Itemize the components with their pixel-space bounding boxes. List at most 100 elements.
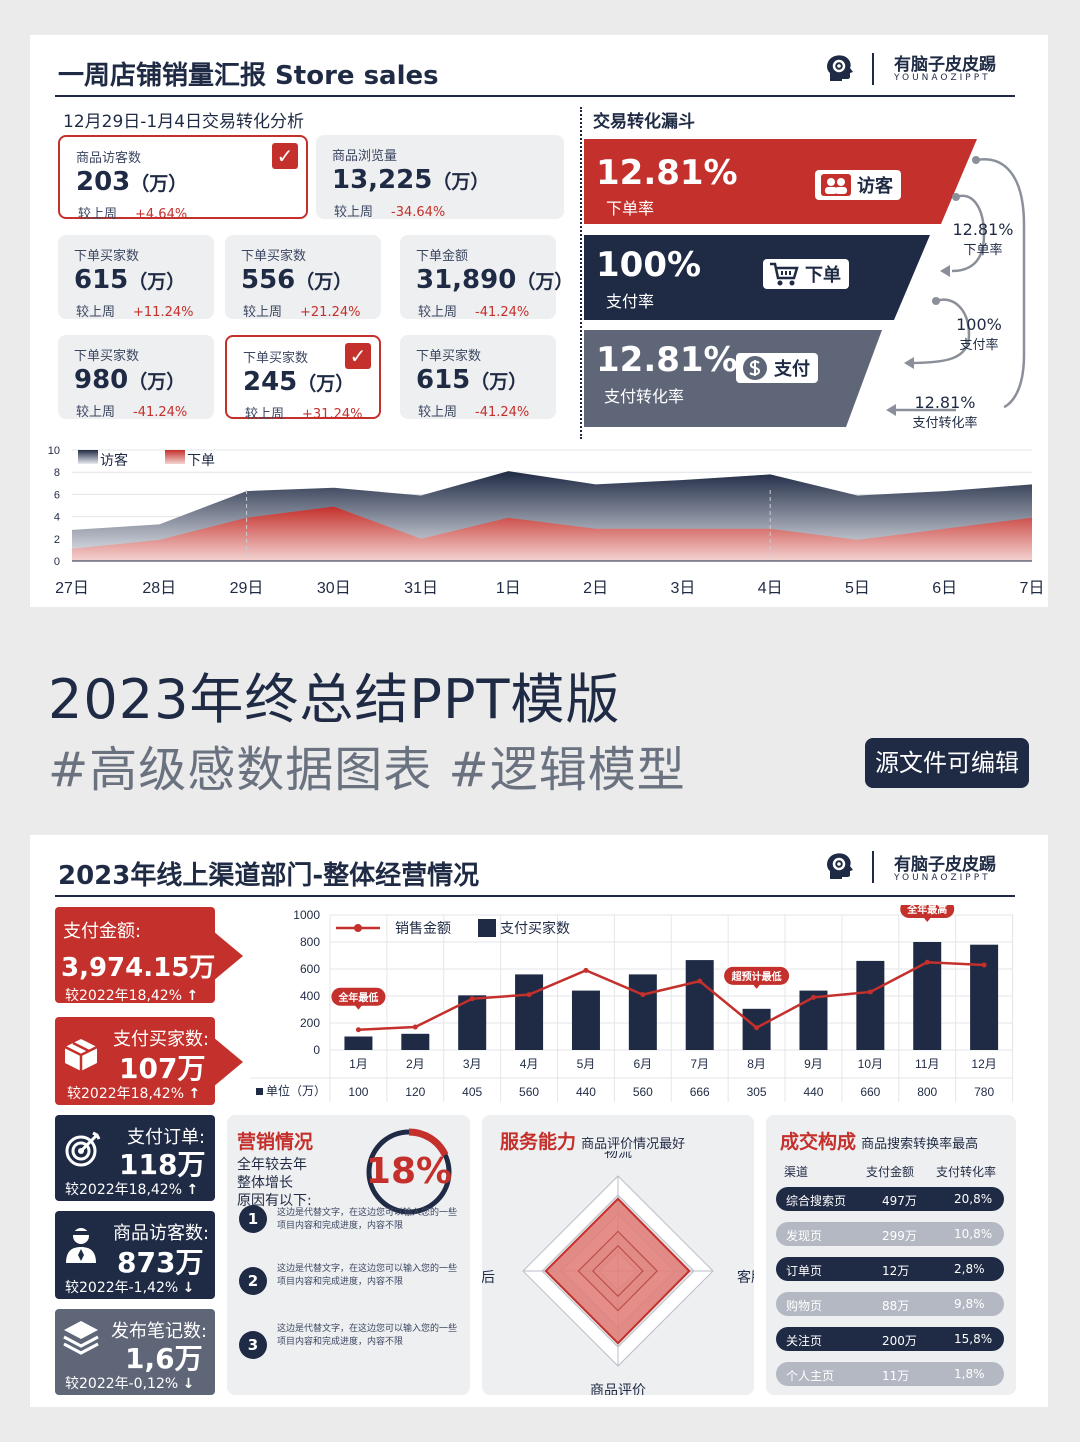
metric-compare: 较上周 -41.24% <box>76 401 187 420</box>
metric-change: -41.24% <box>475 405 530 420</box>
bar <box>401 1033 430 1050</box>
marketing-title: 营销情况 <box>237 1131 314 1153</box>
funnel-pct-1: 12.81% <box>596 153 738 193</box>
kpi-value: 107万 <box>119 1052 206 1085</box>
kpi-pointer <box>213 931 243 981</box>
metric-change: -34.64% <box>391 205 446 220</box>
kpi-label: 商品访客数: <box>113 1223 210 1244</box>
metric-number: 31,890 <box>416 265 517 295</box>
kpi-compare-text: 较2022年18,42% <box>67 1086 185 1102</box>
annotation-bg <box>900 905 955 918</box>
metric-compare: 较上周 -41.24% <box>418 401 529 420</box>
down-arrow-icon: ↓ <box>182 1376 195 1392</box>
y-tick-label: 0 <box>54 556 60 568</box>
metric-value: 31,890（万） <box>416 265 573 295</box>
metric-number: 615 <box>416 365 471 395</box>
kpi-label: 发布笔记数: <box>111 1321 208 1342</box>
y-tick-label: 2 <box>54 534 60 546</box>
check-icon[interactable]: ✓ <box>345 343 371 369</box>
metric-value: 615（万） <box>74 265 185 295</box>
metric-card: 下单买家数 245（万） 较上周 +31.24% ✓ <box>225 335 381 422</box>
brand-divider <box>872 851 874 883</box>
kpi-value: 873万 <box>117 1246 204 1279</box>
legend-swatch <box>78 450 98 464</box>
brand-divider <box>872 53 874 85</box>
legend-label: 支付买家数 <box>500 920 570 936</box>
line-point <box>697 978 703 984</box>
funnel-arrow-2 <box>904 357 914 369</box>
bar <box>856 960 885 1050</box>
area-series-orders <box>72 506 1032 561</box>
deals-row: 关注页 200万 15,8% <box>776 1327 1004 1351</box>
line-point <box>412 1024 418 1030</box>
reason-text-3: 这边是代替文字，在这边您可以输入您的一些项目内容和完成进度，内容不限 <box>277 1324 458 1347</box>
kpi-value: 1,6万 <box>125 1342 203 1375</box>
x-tick-label: 3月 <box>463 1057 482 1071</box>
metric-compare: 较上周 -41.24% <box>418 301 529 320</box>
x-tick-label: 7日 <box>1020 580 1045 597</box>
line-point <box>810 994 816 1000</box>
side-lab-3: 支付转化率 <box>912 416 978 431</box>
funnel-arrow-1 <box>940 265 950 277</box>
deals-channel: 购物页 <box>786 1299 823 1313</box>
metric-change: -41.24% <box>475 305 530 320</box>
metric-card: 下单买家数 556（万） 较上周 +21.24% <box>225 235 381 320</box>
annotation-pointer <box>923 917 932 922</box>
x-tick-label: 1日 <box>496 580 521 597</box>
metric-unit: （万） <box>295 271 353 293</box>
table-value: 780 <box>974 1085 994 1099</box>
metric-value: 245（万） <box>243 367 354 397</box>
metric-change: +31.24% <box>302 407 363 422</box>
metric-card: 下单金额 31,890（万） 较上周 -41.24% <box>400 235 573 320</box>
funnel-tag-pay: 支付 <box>736 353 818 383</box>
x-tick-label: 8月 <box>747 1057 766 1071</box>
deals-amount: 11万 <box>882 1369 910 1383</box>
metric-compare-label: 较上周 <box>418 405 458 420</box>
date-range: 12月29日-1月4日交易转化分析 <box>63 112 305 132</box>
x-tick-label: 4月 <box>520 1057 539 1071</box>
y-tick-label: 8 <box>54 467 60 479</box>
metric-card: 商品浏览量 13,225（万） 较上周 -34.64% <box>316 135 564 220</box>
growth-donut <box>366 1128 452 1215</box>
y-tick-label: 600 <box>300 962 320 976</box>
brand-subname: YOUNAOZIPPT <box>894 873 991 883</box>
metric-label: 下单买家数 <box>243 351 309 366</box>
deals-rate: 1,8% <box>954 1367 985 1381</box>
metric-value: 980（万） <box>74 365 185 395</box>
deals-rate: 10,8% <box>954 1227 993 1241</box>
metric-number: 245 <box>243 367 298 397</box>
editable-badge: 源文件可编辑 <box>865 738 1029 788</box>
reason-text-2: 这边是代替文字，在这边您可以输入您的一些项目内容和完成进度，内容不限 <box>277 1264 458 1287</box>
kpi-value: 118万 <box>119 1148 206 1181</box>
radar-inner-ring <box>577 1230 658 1312</box>
funnel-dot-3 <box>932 297 940 305</box>
metric-compare-label: 较上周 <box>418 305 458 320</box>
deals-row: 订单页 12万 2,8% <box>776 1257 1004 1281</box>
money-icon <box>743 356 767 380</box>
reason-number-1: 1 <box>239 1205 267 1233</box>
table-unit-label: 单位（万） <box>266 1083 326 1098</box>
brand-name: 有脑子皮皮踢 <box>894 55 996 75</box>
metric-compare-label: 较上周 <box>243 305 283 320</box>
kpi-notes: 发布笔记数: 1,6万 较2022年-0,12% ↓ <box>55 1309 215 1395</box>
x-tick-label: 12月 <box>971 1057 996 1071</box>
marketing-box: 营销情况 全年较去年 整体增长 原因有以下: 18% 1 这边是代替文字，在这边… <box>227 1115 470 1395</box>
kpi-compare: 较2022年18,42% ↑ <box>65 1179 198 1199</box>
table-value: 100 <box>348 1085 368 1099</box>
up-arrow-icon: ↑ <box>186 988 199 1004</box>
bar <box>913 942 942 1050</box>
side-label-1: 12.81% 下单率 <box>948 220 1018 258</box>
metric-compare: 较上周 +11.24% <box>76 301 193 320</box>
metric-value: 615（万） <box>416 365 527 395</box>
side-pct-2: 100% <box>956 315 1002 334</box>
table-value: 660 <box>860 1085 880 1099</box>
line-point <box>867 989 873 995</box>
check-icon[interactable]: ✓ <box>272 143 298 169</box>
x-tick-label: 1月 <box>349 1057 368 1071</box>
annotation-text: 全年最低 <box>337 991 378 1004</box>
radar-axis-label: 客服 <box>737 1269 754 1285</box>
tagline: #高级感数据图表 #逻辑模型 <box>48 742 686 798</box>
deals-amount: 200万 <box>882 1334 917 1348</box>
metric-value: 556（万） <box>241 265 352 295</box>
service-box: 服务能力 商品评价情况最好 物流客服商品评价 售后 <box>482 1115 754 1395</box>
